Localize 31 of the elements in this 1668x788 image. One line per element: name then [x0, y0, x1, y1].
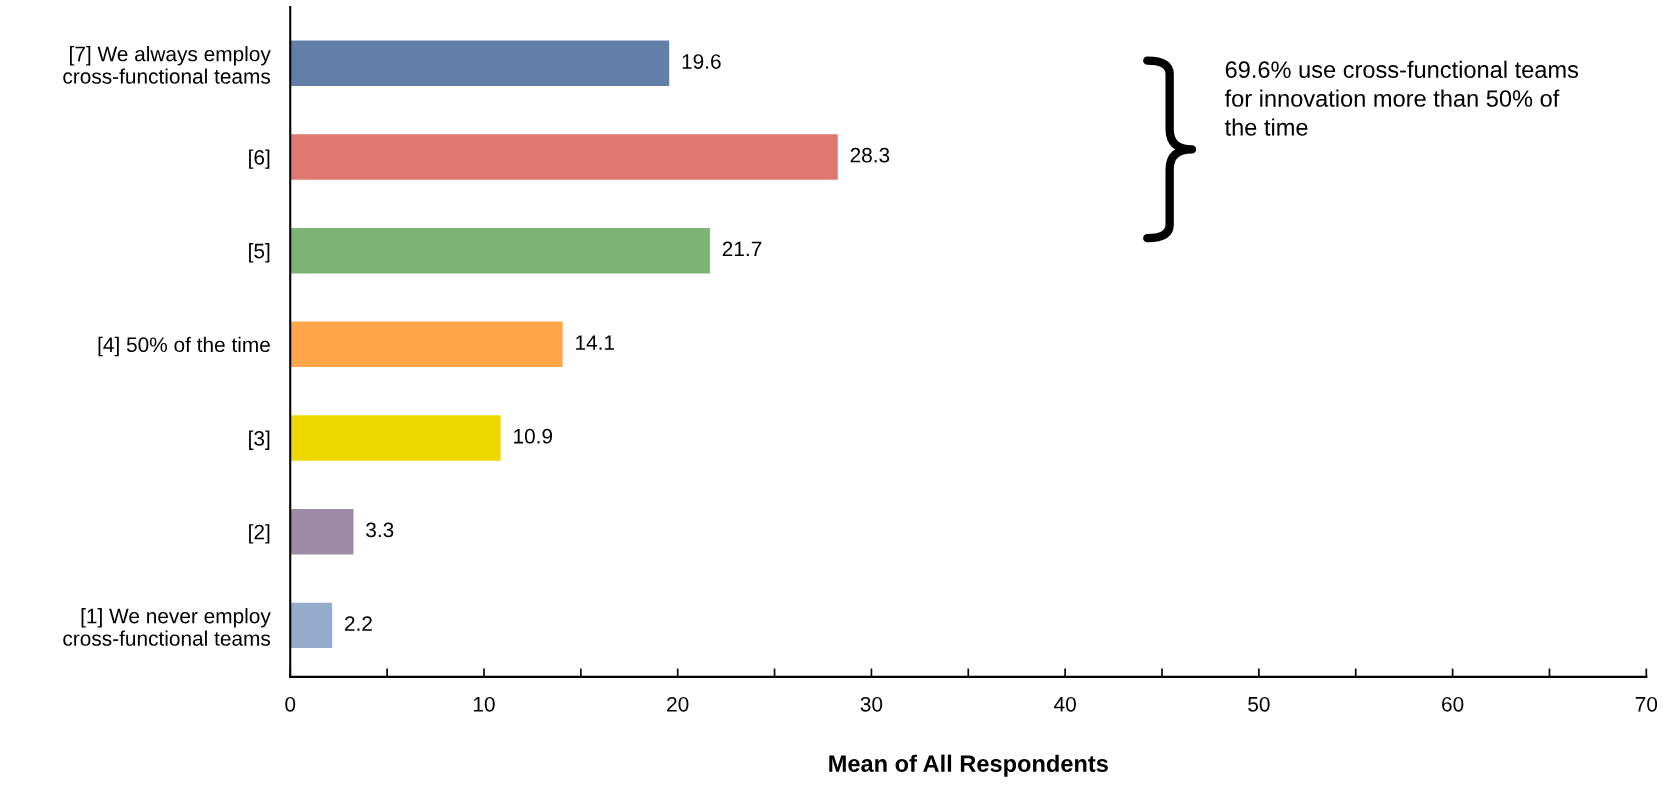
x-tick-label: 30 — [860, 696, 883, 712]
annotation: 69.6% use cross-functional teams for innovation more than 50% of the time — [1224, 60, 1579, 136]
bar — [290, 39, 671, 88]
data-label: 2.2 — [345, 616, 372, 631]
x-tick-label: 10 — [473, 696, 495, 712]
x-tick-label: 0 — [285, 696, 296, 712]
data-label: 21.7 — [722, 241, 762, 257]
x-tick-label: 60 — [1442, 696, 1464, 712]
bar — [290, 507, 355, 556]
x-tick-label: 70 — [1635, 696, 1658, 712]
x-tick-label: 50 — [1248, 696, 1270, 712]
x-axis-title: Mean of All Respondents — [829, 754, 1108, 777]
bar — [290, 601, 334, 650]
data-label: 19.6 — [682, 54, 721, 69]
bar — [290, 320, 565, 369]
y-tick-label: [6] — [249, 149, 270, 169]
bar — [290, 132, 840, 182]
y-tick-label: [1] We never employ cross-functional teams — [63, 608, 271, 646]
data-label: 10.9 — [514, 428, 553, 444]
bar — [290, 413, 503, 463]
bar — [290, 226, 712, 275]
y-tick-label: [3] — [249, 430, 270, 450]
y-tick-label: [5] — [249, 243, 270, 263]
data-label: 14.1 — [576, 335, 615, 350]
y-tick-label: [7] We always employ cross-functional teams — [63, 46, 271, 84]
data-label: 28.3 — [850, 147, 890, 163]
x-tick-label: 20 — [667, 696, 689, 712]
y-tick-label: [4] 50% of the time — [98, 336, 270, 357]
x-tick-label: 40 — [1054, 696, 1076, 712]
data-label: 3.3 — [366, 522, 394, 538]
y-tick-label: [2] — [249, 524, 270, 544]
